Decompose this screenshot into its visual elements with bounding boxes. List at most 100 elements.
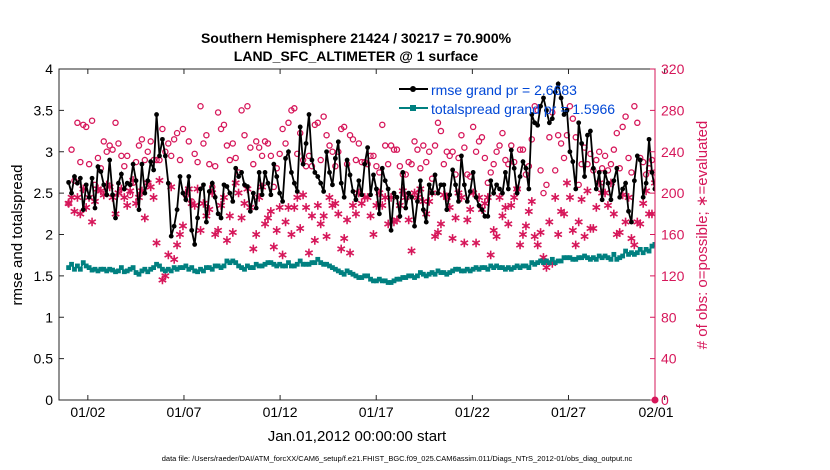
totalspread-point	[160, 266, 165, 272]
obs-possible-point	[206, 160, 213, 168]
obs-evaluated-point: ∗	[547, 255, 558, 270]
obs-possible-point	[329, 148, 336, 155]
totalspread-point	[212, 263, 218, 269]
obs-evaluated-point: ∗	[605, 175, 616, 190]
totalspread-point	[174, 266, 180, 272]
totalspread-point	[529, 260, 535, 266]
legend-spread-marker	[410, 105, 416, 111]
rmse-point	[294, 189, 300, 194]
rmse-point	[280, 199, 286, 204]
obs-evaluated-point: ∗	[635, 216, 646, 231]
obs-evaluated-point: ∗	[327, 198, 338, 213]
obs-evaluated-point: ∗	[213, 222, 224, 237]
totalspread-point	[429, 270, 435, 275]
obs-evaluated-point: ∗	[538, 249, 549, 264]
totalspread-point	[417, 270, 423, 275]
obs-evaluated-point: ∗	[570, 237, 581, 252]
obs-evaluated-point: ∗	[617, 187, 628, 202]
obs-evaluated-point: ∗	[219, 189, 230, 204]
rmse-point	[148, 159, 154, 165]
totalspread-point	[139, 268, 145, 274]
obs-evaluated-point: ∗	[456, 189, 467, 204]
obs-evaluated-point: ∗	[444, 200, 455, 215]
rmse-point	[83, 182, 89, 188]
obs-possible-point	[425, 148, 433, 155]
obs-evaluated-point: ∗	[576, 191, 587, 206]
obs-possible-point	[144, 148, 152, 155]
obs-possible-point	[179, 125, 187, 133]
obs-evaluated-point: ∗	[471, 235, 482, 250]
obs-evaluated-point: ∗	[462, 212, 473, 227]
rmse-point	[198, 186, 203, 192]
rmse-point	[165, 180, 171, 186]
totalspread-point	[420, 271, 426, 277]
totalspread-point	[291, 263, 297, 269]
obs-evaluated-point: ∗	[286, 227, 297, 242]
obs-possible-point	[414, 146, 421, 153]
obs-evaluated-point: ∗	[69, 204, 80, 219]
totalspread-point	[224, 258, 230, 264]
totalspread-point	[640, 250, 646, 256]
rmse-point	[596, 170, 602, 175]
obs-evaluated-point: ∗	[318, 208, 329, 223]
obs-possible-point	[379, 121, 386, 129]
obs-evaluated-point: ∗	[172, 237, 183, 252]
obs-evaluated-point: ∗	[518, 227, 529, 242]
obs-evaluated-point: ∗	[371, 198, 382, 213]
totalspread-point	[549, 256, 555, 262]
totalspread-point	[520, 263, 526, 269]
obs-evaluated-point: ∗	[131, 195, 142, 210]
y-tick-label: 3	[45, 144, 53, 160]
rmse-point	[529, 112, 535, 117]
obs-possible-point	[499, 129, 506, 137]
obs-possible-point	[77, 158, 84, 166]
rmse-point	[306, 112, 312, 117]
totalspread-point	[394, 276, 400, 282]
obs-evaluated-point: ∗	[277, 247, 288, 262]
rmse-point	[371, 172, 376, 178]
legend-entry-totalspread: totalspread grand pr = 1.5966	[399, 101, 615, 117]
rmse-point	[72, 174, 77, 179]
obs-evaluated-point: ∗	[189, 198, 200, 213]
obs-evaluated-point: ∗	[136, 183, 147, 198]
rmse-point	[394, 194, 400, 200]
obs-possible-point	[223, 142, 231, 149]
y-tick-label: 4	[45, 61, 53, 77]
totalspread-point	[526, 265, 532, 270]
y-tick-label: 1.5	[34, 268, 54, 284]
obs-evaluated-point: ∗	[207, 185, 218, 200]
totalspread-point	[253, 261, 259, 267]
totalspread-point	[688, 250, 693, 255]
obs-evaluated-point: ∗	[353, 185, 364, 200]
obs-evaluated-point: ∗	[145, 179, 156, 194]
rmse-point	[265, 180, 271, 186]
obs-possible-point	[434, 119, 442, 127]
rmse-point	[376, 211, 382, 217]
totalspread-point	[646, 248, 652, 254]
obs-evaluated-point: ∗	[160, 268, 171, 283]
rmse-point	[362, 161, 368, 167]
obs-evaluated-point: ∗	[550, 189, 561, 204]
rmse-point	[379, 165, 385, 171]
rmse-point	[503, 170, 508, 175]
totalspread-point	[426, 271, 432, 277]
obs-possible-point	[420, 142, 427, 149]
rmse-point	[485, 213, 491, 219]
obs-evaluated-point: ∗	[441, 189, 452, 204]
totalspread-point	[154, 261, 159, 267]
rmse-point	[89, 175, 95, 181]
totalspread-point	[423, 273, 429, 279]
rmse-point	[617, 194, 623, 200]
obs-evaluated-point: ∗	[175, 227, 186, 242]
totalspread-point	[371, 278, 376, 284]
totalspread-point	[444, 271, 450, 277]
obs-possible-point	[502, 156, 509, 164]
totalspread-point	[661, 245, 666, 250]
totalspread-point	[341, 271, 347, 277]
rmse-point	[209, 180, 215, 186]
rmse-point	[77, 175, 83, 181]
obs-possible-point	[566, 102, 574, 110]
obs-evaluated-point: ∗	[459, 235, 470, 250]
obs-possible-point	[232, 154, 239, 162]
rmse-point	[201, 182, 206, 188]
